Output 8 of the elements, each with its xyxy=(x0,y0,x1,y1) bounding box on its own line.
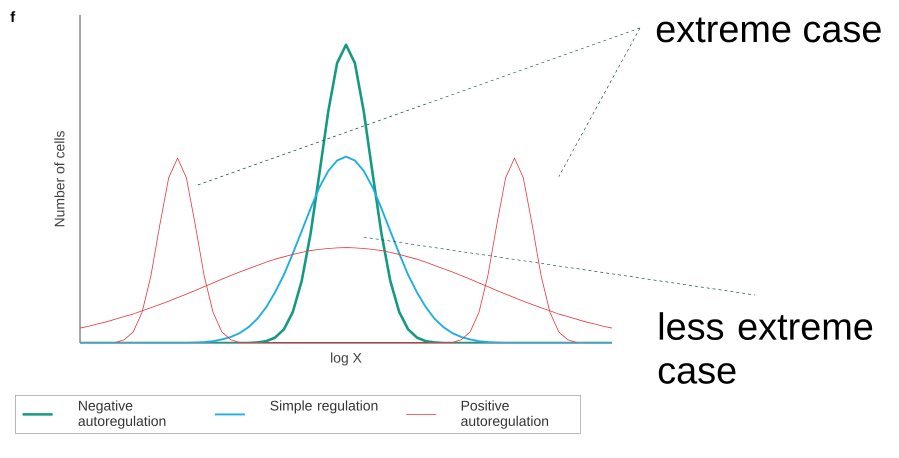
text: f xyxy=(10,11,16,22)
legend-label: Positive autoregulation xyxy=(461,400,548,429)
text: extreme case xyxy=(656,18,881,42)
legend-label: Negative autoregulation xyxy=(78,400,166,429)
y-axis-title: Number of cells xyxy=(54,131,64,226)
x-axis-title: log X xyxy=(331,352,362,366)
legend-label: Simple regulation xyxy=(270,400,378,414)
text: less extreme case xyxy=(658,312,872,384)
